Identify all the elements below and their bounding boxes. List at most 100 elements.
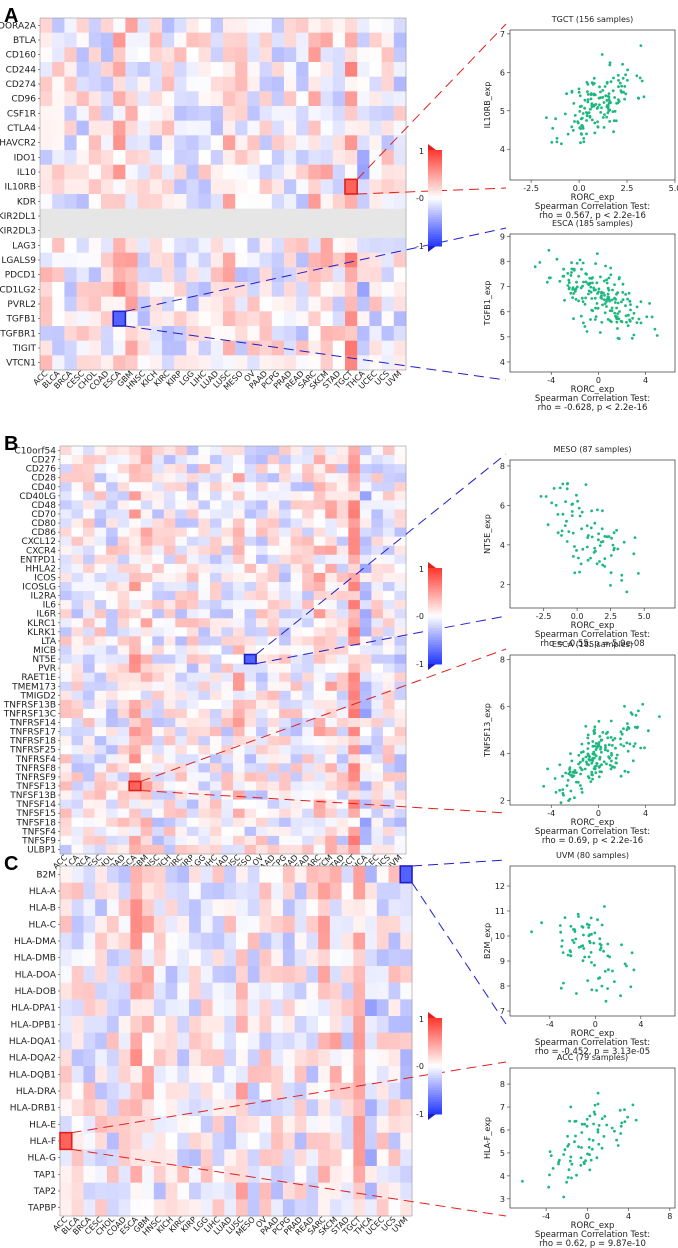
heatmap-cell — [210, 355, 224, 371]
heatmap-cell — [140, 473, 153, 483]
heatmap-cell — [83, 545, 95, 556]
heatmap-cell — [376, 1049, 389, 1067]
heatmap-cell — [348, 518, 361, 528]
heatmap-cell — [279, 708, 292, 719]
legend-swatch — [428, 181, 442, 185]
heatmap-cell — [290, 455, 303, 465]
heatmap-cell — [163, 609, 176, 619]
scatter-point — [606, 111, 610, 115]
heatmap-cell — [186, 754, 199, 764]
legend-cap-top — [428, 1012, 436, 1018]
heatmap-cell — [313, 790, 326, 800]
heatmap-cell — [359, 754, 372, 764]
heatmap-cell — [221, 654, 234, 664]
scatter-point — [608, 955, 611, 959]
heatmap-cell — [256, 808, 268, 819]
heatmap-cell — [60, 618, 72, 628]
legend-swatch — [428, 592, 442, 595]
heatmap-cell — [325, 799, 338, 810]
heatmap-cell — [235, 340, 248, 356]
color-legend: 1-0-1 — [416, 562, 442, 670]
heatmap-cell — [209, 835, 222, 846]
heatmap-cell — [40, 326, 53, 342]
scatter-point — [602, 949, 605, 953]
heatmap-cell — [382, 582, 395, 592]
heatmap-cell — [106, 932, 120, 950]
heatmap-cell — [282, 882, 296, 900]
heatmap-cell — [320, 18, 334, 34]
heatmap-cell — [353, 866, 366, 884]
scatter-point — [563, 524, 567, 527]
scatter-point — [575, 261, 579, 265]
heatmap-cell — [371, 500, 384, 510]
heatmap-cell — [244, 808, 257, 819]
heatmap-cell — [369, 120, 382, 136]
heatmap-cell — [163, 554, 176, 565]
legend-swatch — [428, 1056, 442, 1060]
scatter-point — [586, 747, 590, 750]
heatmap-cell — [302, 482, 315, 492]
heatmap-cell — [376, 1066, 389, 1084]
heatmap-cell — [118, 949, 131, 967]
heatmap-cell — [302, 473, 315, 483]
heatmap-cell — [60, 536, 72, 547]
heatmap-cell — [267, 455, 280, 465]
heatmap-cell — [223, 340, 236, 356]
heatmap-cell — [60, 763, 72, 773]
x-tick-label: 0 — [596, 809, 601, 818]
scatter-point — [624, 73, 627, 77]
heatmap-cell — [244, 672, 257, 683]
heatmap-cell — [308, 296, 321, 312]
heatmap-cell — [177, 1049, 190, 1067]
row-label: HLA-DQB1 — [9, 1070, 56, 1080]
heatmap-cell — [152, 464, 165, 474]
heatmap-cell — [186, 47, 199, 63]
scatter-point — [640, 79, 644, 83]
scatter-point — [637, 97, 641, 100]
scatter-point — [595, 562, 599, 566]
heatmap-cell — [294, 966, 307, 984]
heatmap-cell — [388, 1182, 401, 1200]
scatter-point — [588, 1114, 592, 1118]
legend-swatch — [428, 1061, 442, 1065]
heatmap-cell — [64, 18, 77, 34]
heatmap-cell — [163, 500, 176, 510]
scatter-point — [638, 76, 642, 80]
heatmap-cell — [40, 208, 53, 224]
heatmap-cell — [236, 1166, 249, 1184]
heatmap-cell — [129, 609, 142, 619]
heatmap-cell — [365, 1182, 378, 1200]
heatmap-cell — [149, 120, 163, 136]
scatter-point — [596, 1091, 600, 1095]
heatmap-cell — [106, 772, 119, 782]
heatmap-cell — [177, 1016, 190, 1034]
scatter-point — [577, 274, 581, 278]
heatmap-cell — [163, 645, 176, 655]
heatmap-cell — [83, 1149, 96, 1167]
heatmap-cell — [284, 76, 297, 92]
heatmap-cell — [357, 311, 370, 327]
heatmap-cell — [142, 916, 155, 934]
scatter-point — [533, 265, 537, 269]
heatmap-cell — [113, 340, 126, 356]
heatmap-cell — [394, 572, 407, 583]
scatter-point — [604, 94, 608, 98]
heatmap-cell — [60, 754, 72, 764]
heatmap-cell — [71, 882, 84, 900]
heatmap-cell — [60, 591, 72, 601]
heatmap-cell — [336, 536, 349, 547]
heatmap-cell — [101, 76, 114, 92]
scatter-point — [542, 784, 546, 788]
scatter-point — [561, 774, 564, 778]
heatmap-cell — [186, 135, 199, 151]
heatmap-cell — [365, 1066, 378, 1084]
heatmap-cell — [198, 799, 211, 810]
heatmap-cell — [113, 164, 126, 180]
heatmap-cell — [95, 1166, 108, 1184]
heatmap-cell — [256, 763, 268, 773]
legend-swatch — [428, 193, 442, 197]
heatmap-cell — [210, 340, 224, 356]
heatmap-cell — [256, 708, 268, 719]
scatter-plot: ESCA (185 samples)-4 0 42468TNFSF13_expROR… — [483, 640, 676, 846]
